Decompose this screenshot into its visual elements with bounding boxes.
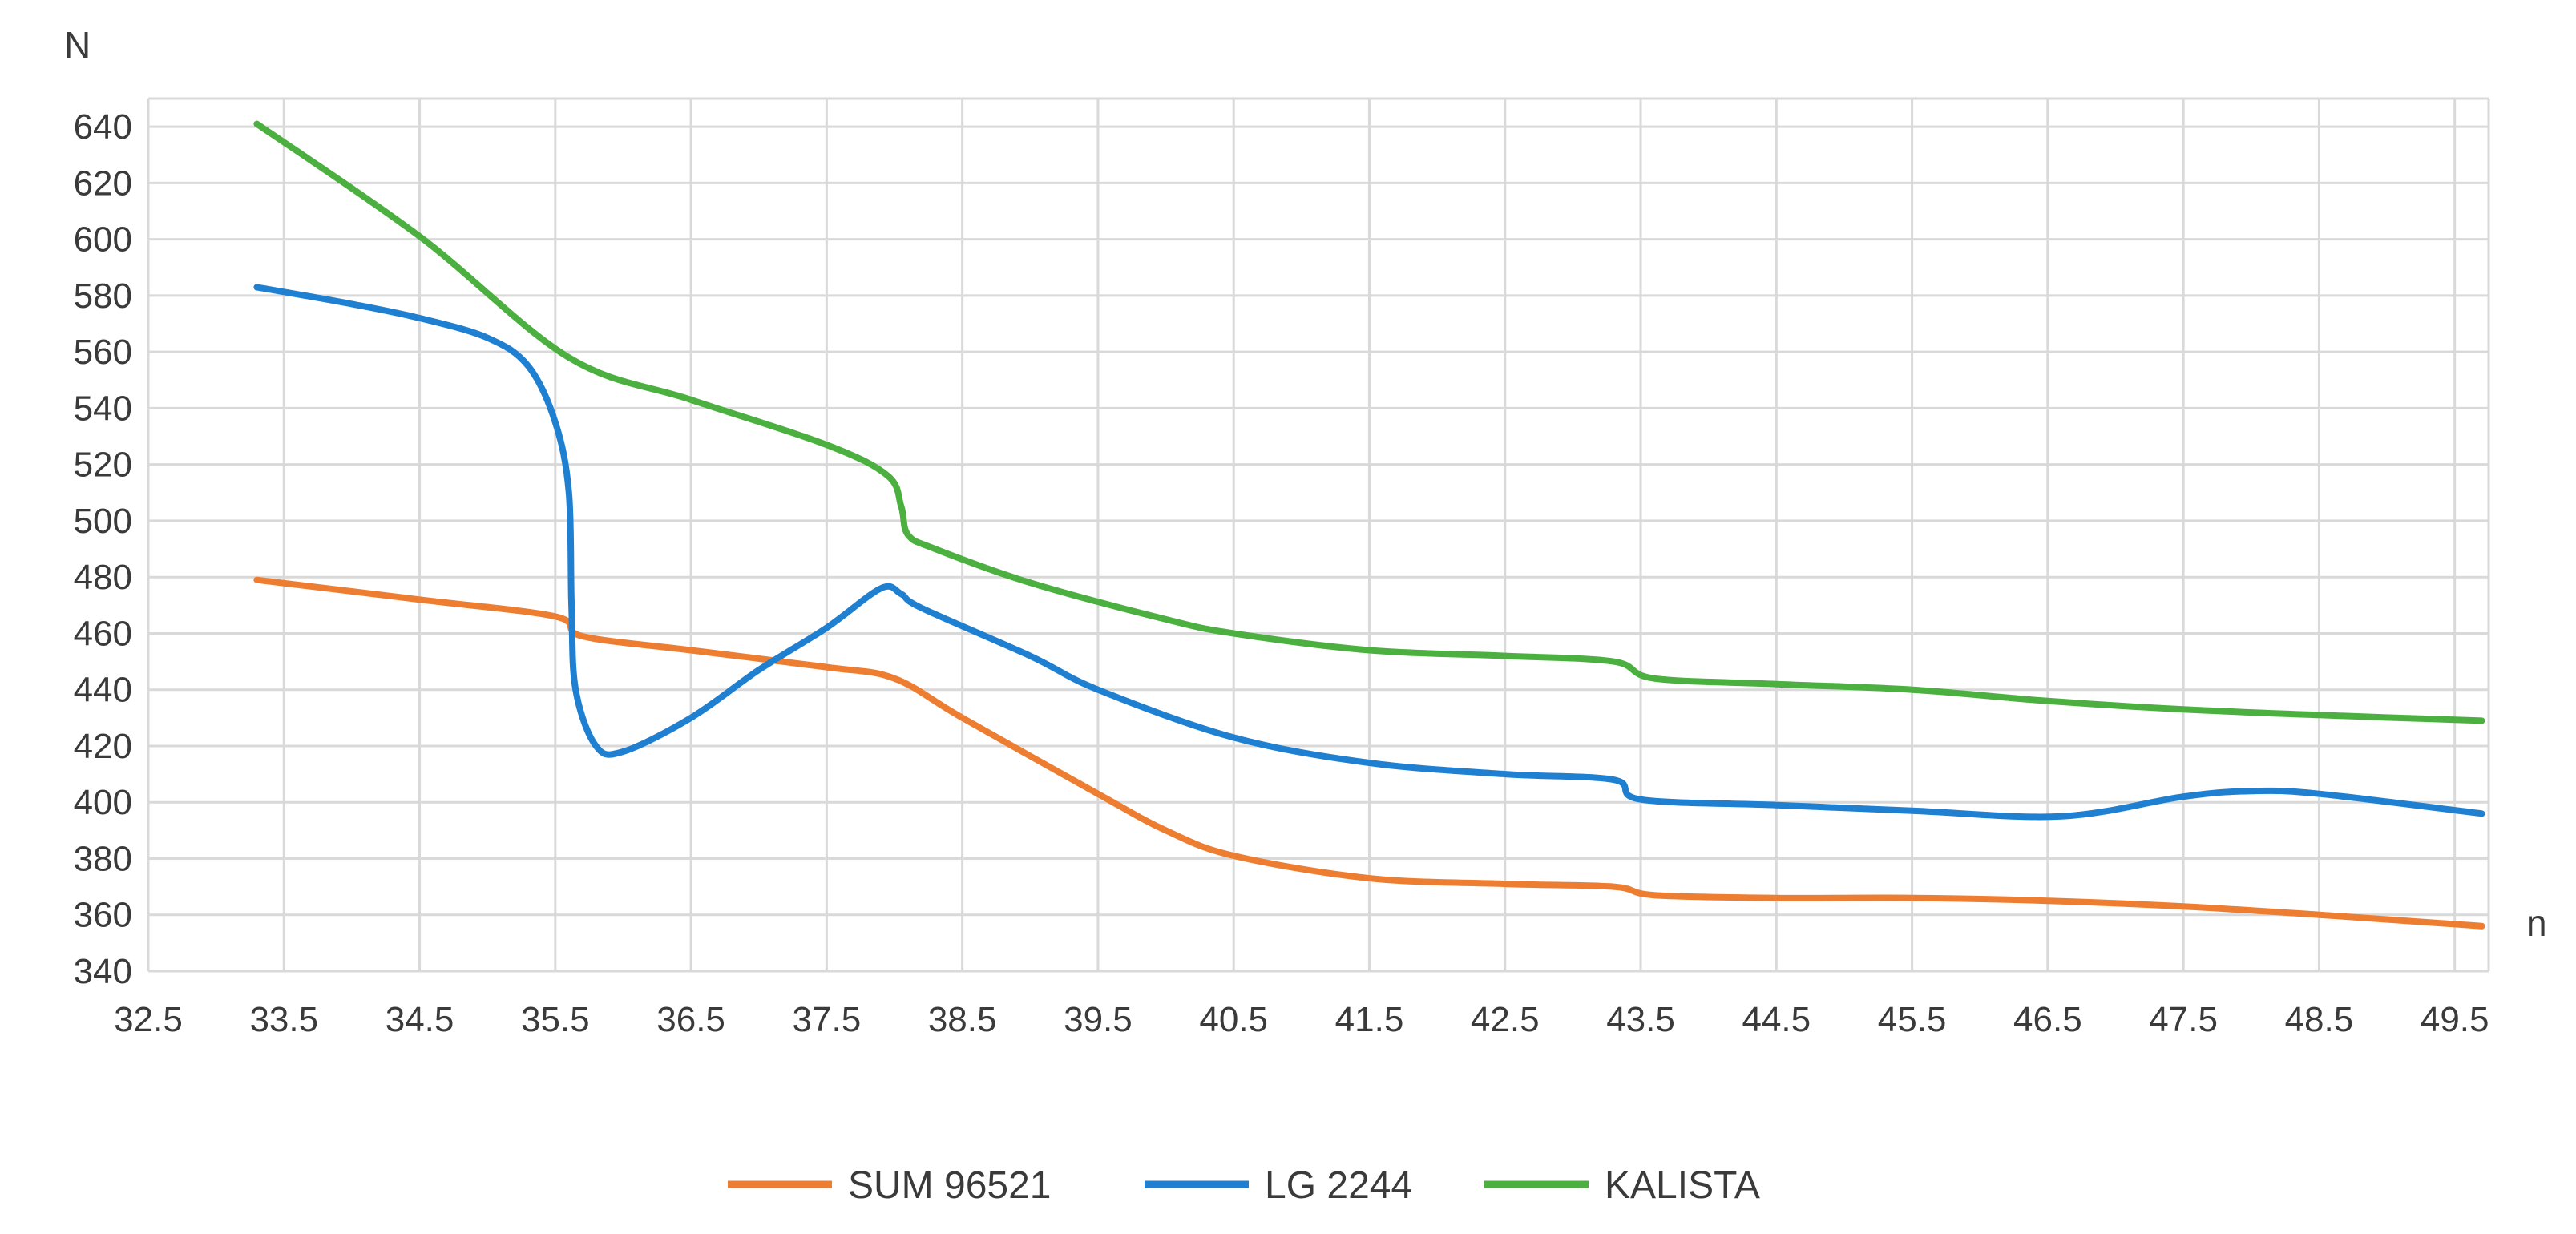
x-tick-label: 46.5 bbox=[2013, 1000, 2082, 1039]
x-tick-label: 33.5 bbox=[249, 1000, 318, 1039]
x-tick-label: 35.5 bbox=[521, 1000, 590, 1039]
x-tick-label: 39.5 bbox=[1064, 1000, 1133, 1039]
series-line-1 bbox=[253, 576, 2485, 930]
y-tick-label: 520 bbox=[74, 446, 132, 485]
x-tick-label: 43.5 bbox=[1606, 1000, 1675, 1039]
x-tick-label: 47.5 bbox=[2149, 1000, 2218, 1039]
y-tick-label: 640 bbox=[74, 107, 132, 147]
y-tick-label: 380 bbox=[74, 839, 132, 878]
y-tick-label: 540 bbox=[74, 389, 132, 428]
legend-label: KALISTA bbox=[1605, 1164, 1760, 1207]
legend-label: LG 2244 bbox=[1265, 1164, 1412, 1207]
y-tick-label: 420 bbox=[74, 727, 132, 766]
x-tick-label: 41.5 bbox=[1335, 1000, 1404, 1039]
y-tick-label: 560 bbox=[74, 333, 132, 372]
y-tick-label: 620 bbox=[74, 163, 132, 203]
y-tick-label: 440 bbox=[74, 671, 132, 710]
y-tick-label: 360 bbox=[74, 896, 132, 935]
x-axis-label: n bbox=[2526, 902, 2547, 944]
x-tick-label: 45.5 bbox=[1878, 1000, 1947, 1039]
x-tick-label: 37.5 bbox=[793, 1000, 862, 1039]
legend: SUM 96521 LG 2244 KALISTA bbox=[728, 1164, 1760, 1207]
y-axis-label: N bbox=[64, 24, 91, 66]
x-tick-label: 32.5 bbox=[114, 1000, 183, 1039]
legend-label: SUM 96521 bbox=[848, 1164, 1051, 1207]
x-tick-label: 36.5 bbox=[656, 1000, 725, 1039]
x-tick-label: 34.5 bbox=[386, 1000, 454, 1039]
series-line-3 bbox=[253, 120, 2485, 724]
y-tick-label: 480 bbox=[74, 558, 132, 597]
x-tick-label: 40.5 bbox=[1199, 1000, 1268, 1039]
x-axis-ticks: 32.5 33.5 34.5 35.5 36.5 37.5 38.5 39.5 40.5 41.5… bbox=[114, 1000, 2489, 1039]
series-lines bbox=[253, 120, 2485, 930]
x-tick-label: 44.5 bbox=[1742, 1000, 1811, 1039]
x-tick-label: 42.5 bbox=[1471, 1000, 1540, 1039]
y-tick-label: 600 bbox=[74, 220, 132, 260]
gridlines bbox=[147, 97, 2490, 973]
y-tick-label: 460 bbox=[74, 614, 132, 653]
y-tick-label: 580 bbox=[74, 276, 132, 316]
y-tick-label: 340 bbox=[74, 952, 132, 991]
series-line-2 bbox=[253, 284, 2485, 821]
x-tick-label: 48.5 bbox=[2285, 1000, 2354, 1039]
x-tick-label: 38.5 bbox=[928, 1000, 997, 1039]
y-axis-ticks: 340 360 380 400 420 440 460 480 500 520 540 560 580 6… bbox=[74, 107, 132, 991]
x-tick-label: 49.5 bbox=[2421, 1000, 2489, 1039]
y-tick-label: 500 bbox=[74, 502, 132, 541]
y-tick-label: 400 bbox=[74, 783, 132, 822]
